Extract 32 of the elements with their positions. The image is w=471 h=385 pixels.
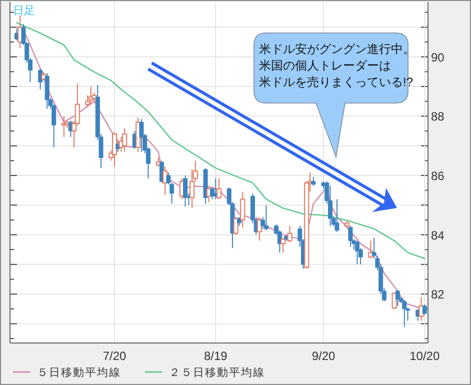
legend-label: ２５日移動平均線 (169, 367, 265, 379)
chart-title: 日足 (13, 5, 35, 17)
candlestick (122, 128, 128, 152)
candlestick (348, 225, 353, 248)
candlestick (233, 216, 238, 236)
annotation: 米ドル安がグングン進行中。 (259, 42, 415, 56)
candlestick (402, 300, 407, 328)
candlestick (287, 225, 292, 243)
y-tick-label: 84 (431, 228, 445, 242)
candlestick (328, 185, 332, 226)
candlestick (264, 204, 268, 231)
x-tick-label: 8/19 (204, 349, 228, 363)
annotation: 米ドルを売りまくっている!? (259, 75, 414, 89)
annotation: 米国の個人トレーダーは (259, 58, 391, 72)
candlestick (395, 289, 400, 306)
y-tick-label: 82 (431, 288, 445, 302)
candlestick (216, 178, 222, 200)
y-tick-label: 88 (431, 110, 445, 124)
y-tick-label: 90 (431, 50, 445, 64)
y-tick-label: 86 (431, 168, 445, 183)
candlestick (334, 198, 340, 232)
candlestick (139, 118, 144, 152)
candlestick (183, 174, 188, 208)
x-tick-label: 7/20 (102, 349, 126, 363)
candlestick (422, 304, 427, 316)
legend-label: ５日移動平均線 (37, 367, 121, 379)
candlestick (240, 191, 246, 228)
candlestick (280, 237, 286, 254)
candlestick (354, 240, 360, 265)
x-tick-label: 9/20 (312, 349, 336, 363)
x-tick-label: 10/20 (410, 349, 440, 363)
candlestick (44, 72, 50, 110)
